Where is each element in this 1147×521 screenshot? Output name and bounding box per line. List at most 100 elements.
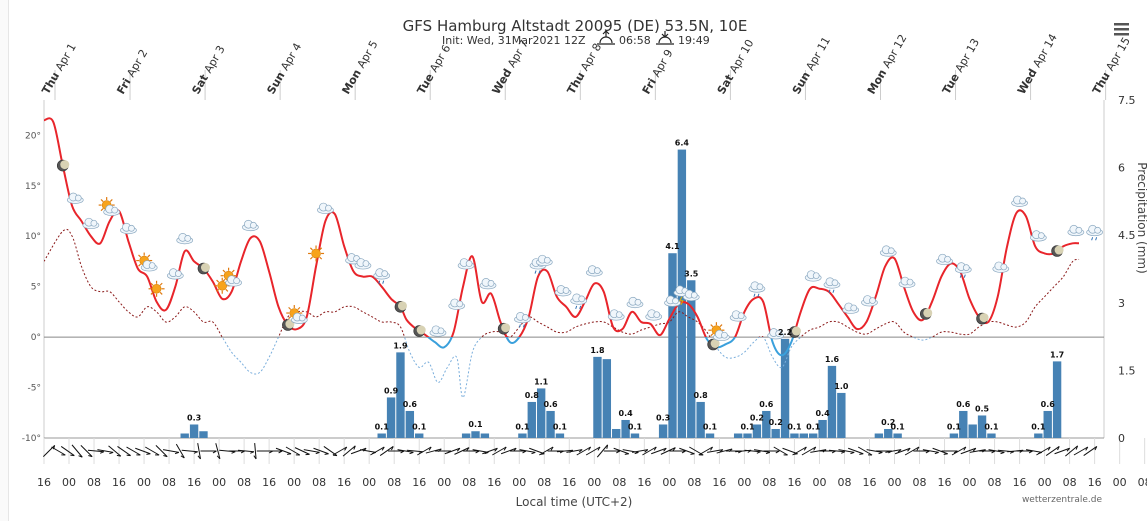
precip-value-label: 0.2 xyxy=(769,418,783,427)
y-left-tick: -10° xyxy=(22,434,41,444)
wind-shaft xyxy=(782,447,798,455)
wind-shaft xyxy=(117,446,131,456)
wind-arrow xyxy=(145,446,160,456)
cloud-shape xyxy=(593,267,601,274)
wind-head xyxy=(624,453,629,455)
wind-arrow xyxy=(904,446,920,456)
wind-shaft xyxy=(969,449,986,453)
cloud-shape xyxy=(465,260,473,267)
hour-label: 08 xyxy=(462,476,476,489)
left-panel-strip xyxy=(0,0,9,521)
wind-head xyxy=(197,455,201,460)
precip-value-label: 0.1 xyxy=(703,422,718,431)
moon-icon xyxy=(976,312,989,325)
wind-head xyxy=(1057,446,1060,451)
wind-head xyxy=(287,453,292,455)
day-label: Tue Apr 13 xyxy=(940,36,982,96)
wind-shaft xyxy=(397,449,414,453)
precip-bar xyxy=(893,433,902,438)
rain-icon xyxy=(823,277,841,293)
menu-hamburger-icon[interactable] xyxy=(1113,22,1131,36)
wind-arrow xyxy=(135,447,151,455)
wind-shaft xyxy=(472,449,489,453)
cloud-shape xyxy=(381,270,389,278)
sun-disc xyxy=(151,283,162,294)
precip-bar xyxy=(771,428,780,438)
cloud-shape xyxy=(1019,197,1026,205)
wind-shaft xyxy=(529,447,545,455)
wind-shaft xyxy=(1025,449,1042,453)
wind-shaft xyxy=(1083,446,1098,456)
precip-bar xyxy=(405,410,415,438)
moon-light xyxy=(1054,245,1064,255)
cloud-shape xyxy=(615,311,623,319)
wind-shaft xyxy=(97,449,114,453)
cloud-icon xyxy=(554,285,572,297)
cloud-icon xyxy=(804,270,822,282)
cloud-icon xyxy=(1011,195,1028,207)
y-left-tick: 20° xyxy=(25,131,41,141)
wind-shaft xyxy=(197,443,201,459)
cloud-shape xyxy=(906,278,914,286)
precip-value-label: 3.5 xyxy=(684,269,699,278)
precip-value-label: 0.1 xyxy=(1031,422,1046,431)
cloud-shape xyxy=(74,194,82,202)
cloud-shape xyxy=(578,295,586,303)
rain-drop xyxy=(579,305,582,310)
precip-bar xyxy=(1034,433,1043,438)
wind-shaft xyxy=(294,447,310,455)
precip-bar xyxy=(593,356,602,438)
sun-ray xyxy=(138,254,142,258)
precip-value-label: 1.6 xyxy=(825,355,840,364)
day-label: Thu Apr 8 xyxy=(565,41,605,96)
wind-arrow xyxy=(463,450,480,454)
precip-value-label: 0.4 xyxy=(815,409,830,418)
wind-arrow xyxy=(932,447,948,455)
wind-shaft xyxy=(922,449,939,453)
wind-shaft xyxy=(379,446,394,456)
y-right-title: Precipitation (mm) xyxy=(1135,162,1147,274)
moon-icon xyxy=(707,338,720,351)
cloud-shape xyxy=(111,206,119,214)
wind-arrow xyxy=(913,450,930,454)
wind-arrow xyxy=(960,447,977,455)
precip-value-label: 0.1 xyxy=(628,422,643,431)
wind-shaft xyxy=(87,449,104,453)
wind-shaft xyxy=(181,449,198,453)
wind-arrow xyxy=(87,449,105,454)
hour-label: 00 xyxy=(963,476,977,489)
wind-arrow xyxy=(1036,446,1051,456)
cloud-shape xyxy=(944,255,951,263)
wind-shaft xyxy=(126,446,141,456)
wind-arrow xyxy=(773,446,788,456)
hour-label: 16 xyxy=(562,476,576,489)
wind-arrow xyxy=(679,447,695,455)
wind-shaft xyxy=(342,445,356,457)
wind-shaft xyxy=(155,444,168,458)
wind-arrow xyxy=(576,446,592,456)
precip-value-label: 0.4 xyxy=(619,409,634,418)
hour-label: 16 xyxy=(37,476,51,489)
precip-value-label: 0.1 xyxy=(806,422,821,431)
wind-arrow xyxy=(941,450,958,454)
precip-bar xyxy=(555,433,565,438)
hour-label: 16 xyxy=(712,476,726,489)
wind-arrow xyxy=(566,449,583,453)
cloud-shape xyxy=(148,262,156,269)
sun-ray xyxy=(719,324,723,328)
sun-disc xyxy=(217,280,228,291)
wind-arrow xyxy=(651,447,667,455)
precip-bar xyxy=(696,401,705,438)
precip-value-label: 0.1 xyxy=(515,422,530,431)
cloud-icon xyxy=(861,295,878,307)
wind-shaft xyxy=(42,444,56,458)
day-label: Fri Apr 2 xyxy=(114,47,150,96)
wind-shaft xyxy=(303,449,320,453)
wind-shaft xyxy=(556,449,573,453)
cloud-shape xyxy=(850,304,858,312)
sun-icon xyxy=(148,280,165,297)
cloud-icon xyxy=(992,261,1010,273)
wind-head xyxy=(456,447,461,452)
wind-head xyxy=(972,447,977,452)
cloud-icon xyxy=(842,302,860,314)
